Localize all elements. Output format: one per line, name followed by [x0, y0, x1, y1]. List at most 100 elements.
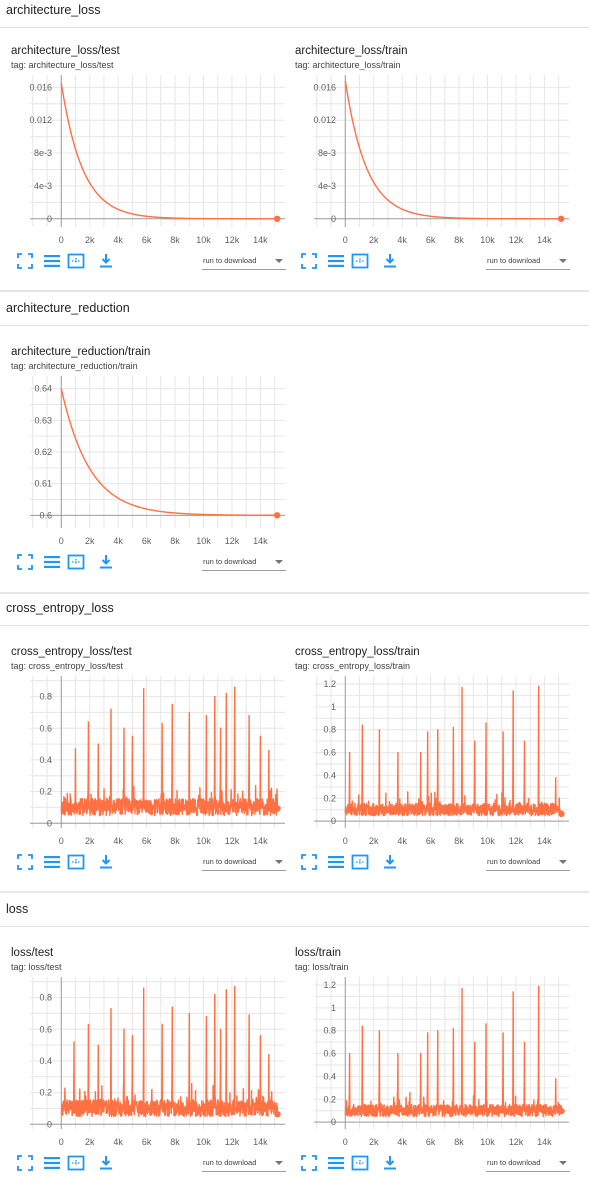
series-endpoint-dot: [558, 1107, 565, 1115]
line-chart[interactable]: 0 0.2 0.4 0.6 0.8 0 2k 4k 6k 8k 10k 12k 14k: [0, 947, 285, 1152]
y-tick-label: 4e-3: [34, 181, 52, 191]
run-to-download-select[interactable]: run to download: [486, 853, 570, 871]
y-tick-label: 0.4: [39, 755, 52, 765]
y-tick-label: 0.8: [323, 1026, 336, 1036]
fullscreen-icon[interactable]: [16, 252, 34, 270]
y-tick-label: 0.6: [39, 723, 52, 733]
chart-title: cross_entropy_loss/train: [295, 646, 420, 658]
chart-card-architecture-loss-train: architecture_loss/train tag: architectur…: [284, 45, 570, 275]
chevron-down-icon: [275, 1161, 283, 1165]
run-to-download-select[interactable]: run to download: [202, 1154, 286, 1172]
section-header-architecture-reduction[interactable]: architecture_reduction: [0, 298, 589, 326]
run-to-download-label: run to download: [487, 1158, 541, 1167]
fit-domain-icon[interactable]: [67, 252, 85, 270]
y-tick-label: 0.6: [323, 748, 336, 758]
chevron-down-icon: [275, 560, 283, 564]
chart-tag: tag: architecture_loss/test: [11, 60, 114, 70]
run-to-download-select[interactable]: run to download: [486, 252, 570, 270]
download-icon[interactable]: [97, 553, 115, 571]
x-tick-label: 0: [59, 836, 64, 846]
series-endpoint-dot: [274, 805, 281, 812]
run-to-download-label: run to download: [203, 1158, 257, 1167]
chart-card-architecture-reduction-train: architecture_reduction/train tag: archit…: [0, 346, 286, 576]
x-tick-label: 2k: [369, 1137, 379, 1147]
line-chart[interactable]: 0 4e-3 8e-3 0.012 0.016 0 2k 4k 6k 8k 10k 12k 14k: [0, 45, 285, 250]
fit-domain-icon[interactable]: [67, 1154, 85, 1172]
x-tick-label: 14k: [537, 1137, 552, 1147]
chart-toolbar: run to download: [16, 252, 286, 272]
x-tick-label: 4k: [397, 836, 407, 846]
fullscreen-icon[interactable]: [300, 1154, 318, 1172]
run-to-download-select[interactable]: run to download: [202, 252, 286, 270]
x-tick-label: 4k: [397, 1137, 407, 1147]
x-tick-label: 14k: [537, 235, 552, 245]
y-tick-label: 1: [331, 702, 336, 712]
line-chart[interactable]: 0 0.2 0.4 0.6 0.8 1 1.2 0 2k 4k 6k 8k 10k 12k 14k: [284, 646, 569, 851]
x-tick-label: 12k: [509, 1137, 524, 1147]
download-icon[interactable]: [97, 252, 115, 270]
fit-domain-icon[interactable]: [67, 553, 85, 571]
x-tick-label: 12k: [225, 1137, 240, 1147]
line-chart[interactable]: 0 0.2 0.4 0.6 0.8 0 2k 4k 6k 8k 10k 12k 14k: [0, 646, 285, 851]
lines-icon[interactable]: [327, 252, 345, 270]
lines-icon[interactable]: [43, 252, 61, 270]
chart-title: architecture_loss/train: [295, 45, 408, 57]
download-icon[interactable]: [381, 252, 399, 270]
lines-icon[interactable]: [43, 853, 61, 871]
x-tick-label: 14k: [253, 836, 268, 846]
y-tick-label: 4e-3: [318, 181, 336, 191]
x-tick-label: 6k: [426, 1137, 436, 1147]
fullscreen-icon[interactable]: [16, 553, 34, 571]
x-tick-label: 0: [343, 235, 348, 245]
y-tick-label: 0: [47, 818, 52, 828]
run-to-download-select[interactable]: run to download: [486, 1154, 570, 1172]
y-tick-label: 0.4: [39, 1056, 52, 1066]
fullscreen-icon[interactable]: [16, 1154, 34, 1172]
line-chart[interactable]: 0 0.2 0.4 0.6 0.8 1 1.2 0 2k 4k 6k 8k 10k 12k 14k: [284, 947, 569, 1152]
chevron-down-icon: [559, 259, 567, 263]
y-tick-label: 0: [331, 214, 336, 224]
fit-domain-icon[interactable]: [351, 853, 369, 871]
x-tick-label: 6k: [426, 836, 436, 846]
download-icon[interactable]: [381, 853, 399, 871]
chart-title: cross_entropy_loss/test: [11, 646, 132, 658]
lines-icon[interactable]: [327, 1154, 345, 1172]
y-tick-label: 1.2: [323, 980, 336, 990]
chart-tag: tag: cross_entropy_loss/train: [295, 661, 411, 671]
section-header-cross-entropy-loss[interactable]: cross_entropy_loss: [0, 598, 589, 626]
y-tick-label: 0.012: [29, 115, 52, 125]
chart-toolbar: run to download: [300, 252, 570, 272]
chart-toolbar: run to download: [16, 853, 286, 873]
fullscreen-icon[interactable]: [300, 853, 318, 871]
series-line: [344, 685, 563, 817]
chart-card-loss-test: loss/test tag: loss/test 0 0.2 0.4 0.6 0.8 0 2…: [0, 947, 286, 1177]
run-to-download-label: run to download: [203, 557, 257, 566]
fullscreen-icon[interactable]: [16, 853, 34, 871]
chevron-down-icon: [559, 860, 567, 864]
x-tick-label: 0: [59, 536, 64, 546]
run-to-download-select[interactable]: run to download: [202, 853, 286, 871]
lines-icon[interactable]: [43, 1154, 61, 1172]
download-icon[interactable]: [97, 1154, 115, 1172]
series-line: [344, 80, 562, 220]
chart-card-loss-train: loss/train tag: loss/train 0 0.2 0.4 0.6 0.8…: [284, 947, 570, 1177]
fit-domain-icon[interactable]: [67, 853, 85, 871]
lines-icon[interactable]: [327, 853, 345, 871]
fit-domain-icon[interactable]: [351, 252, 369, 270]
section-header-loss[interactable]: loss: [0, 899, 589, 927]
line-chart[interactable]: 0.6 0.61 0.62 0.63 0.64 0 2k 4k 6k 8k 10k 12k 14k: [0, 346, 285, 551]
y-tick-label: 0.2: [39, 787, 52, 797]
x-tick-label: 2k: [369, 836, 379, 846]
fullscreen-icon[interactable]: [300, 252, 318, 270]
section-header-architecture-loss[interactable]: architecture_loss: [0, 0, 589, 28]
lines-icon[interactable]: [43, 553, 61, 571]
series-line: [60, 388, 278, 516]
fit-domain-icon[interactable]: [351, 1154, 369, 1172]
section-title: architecture_loss: [6, 3, 101, 17]
download-icon[interactable]: [97, 853, 115, 871]
x-tick-label: 4k: [113, 836, 123, 846]
section-divider: [0, 891, 589, 893]
line-chart[interactable]: 0 4e-3 8e-3 0.012 0.016 0 2k 4k 6k 8k 10k 12k 14k: [284, 45, 569, 250]
run-to-download-select[interactable]: run to download: [202, 553, 286, 571]
download-icon[interactable]: [381, 1154, 399, 1172]
